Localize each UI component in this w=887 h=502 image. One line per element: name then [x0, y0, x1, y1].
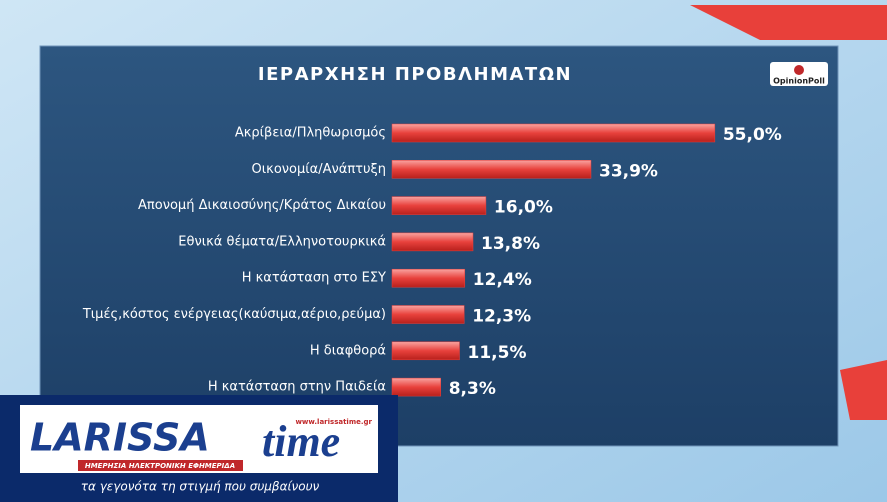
- source: OpinionPoll: [773, 77, 825, 86]
- bar: [391, 341, 460, 361]
- category-label: Η διαφθορά: [310, 343, 386, 358]
- value-label: 55,0%: [723, 125, 782, 145]
- bar: [391, 196, 487, 215]
- value-label: 8,3%: [449, 379, 496, 399]
- bar: [391, 305, 465, 324]
- value-label: 33,9%: [599, 161, 658, 181]
- bar: [391, 377, 441, 397]
- category-label: Απονομή Δικαιοσύνης/Κράτος Δικαίου: [138, 198, 386, 213]
- value-label: 12,3%: [472, 307, 531, 327]
- brand-right: time: [262, 417, 340, 466]
- value-label: 12,4%: [473, 270, 532, 290]
- category-label: Τιμές,κόστος ενέργειας(καύσιμα,αέριο,ρεύ…: [82, 307, 386, 322]
- value-label: 11,5%: [468, 343, 527, 363]
- bar: [391, 268, 466, 288]
- subtitle: ΗΜΕΡΗΣΙΑ ΗΛΕΚΤΡΟΝΙΚΗ ΕΦΗΜΕΡΙΔΑ: [85, 462, 235, 470]
- decor: [840, 360, 887, 420]
- category-label: Εθνικά θέματα/Ελληνοτουρκικά: [178, 234, 386, 249]
- chart-title: ΙΕΡΑΡΧΗΣΗ ΠΡΟΒΛΗΜΑΤΩΝ: [258, 64, 572, 85]
- bar: [391, 123, 716, 143]
- category-label: Η κατάσταση στην Παιδεία: [208, 380, 386, 395]
- category-label: Η κατάσταση στο ΕΣΥ: [242, 271, 386, 286]
- bar: [391, 160, 592, 179]
- category-label: Ακρίβεια/Πληθωρισμός: [235, 126, 386, 141]
- bar: [391, 232, 474, 252]
- url: www.larissatime.gr: [295, 418, 372, 426]
- brand-left: LARISSA: [30, 416, 210, 460]
- value-label: 16,0%: [494, 198, 553, 218]
- tagline: τα γεγονότα τη στιγμή που συμβαίνουν: [81, 480, 320, 494]
- subtitle-bar: [78, 460, 243, 471]
- source-icon: [794, 65, 804, 75]
- value-label: 13,8%: [481, 234, 540, 254]
- decor: [690, 5, 887, 40]
- category-label: Οικονομία/Ανάπτυξη: [252, 162, 386, 177]
